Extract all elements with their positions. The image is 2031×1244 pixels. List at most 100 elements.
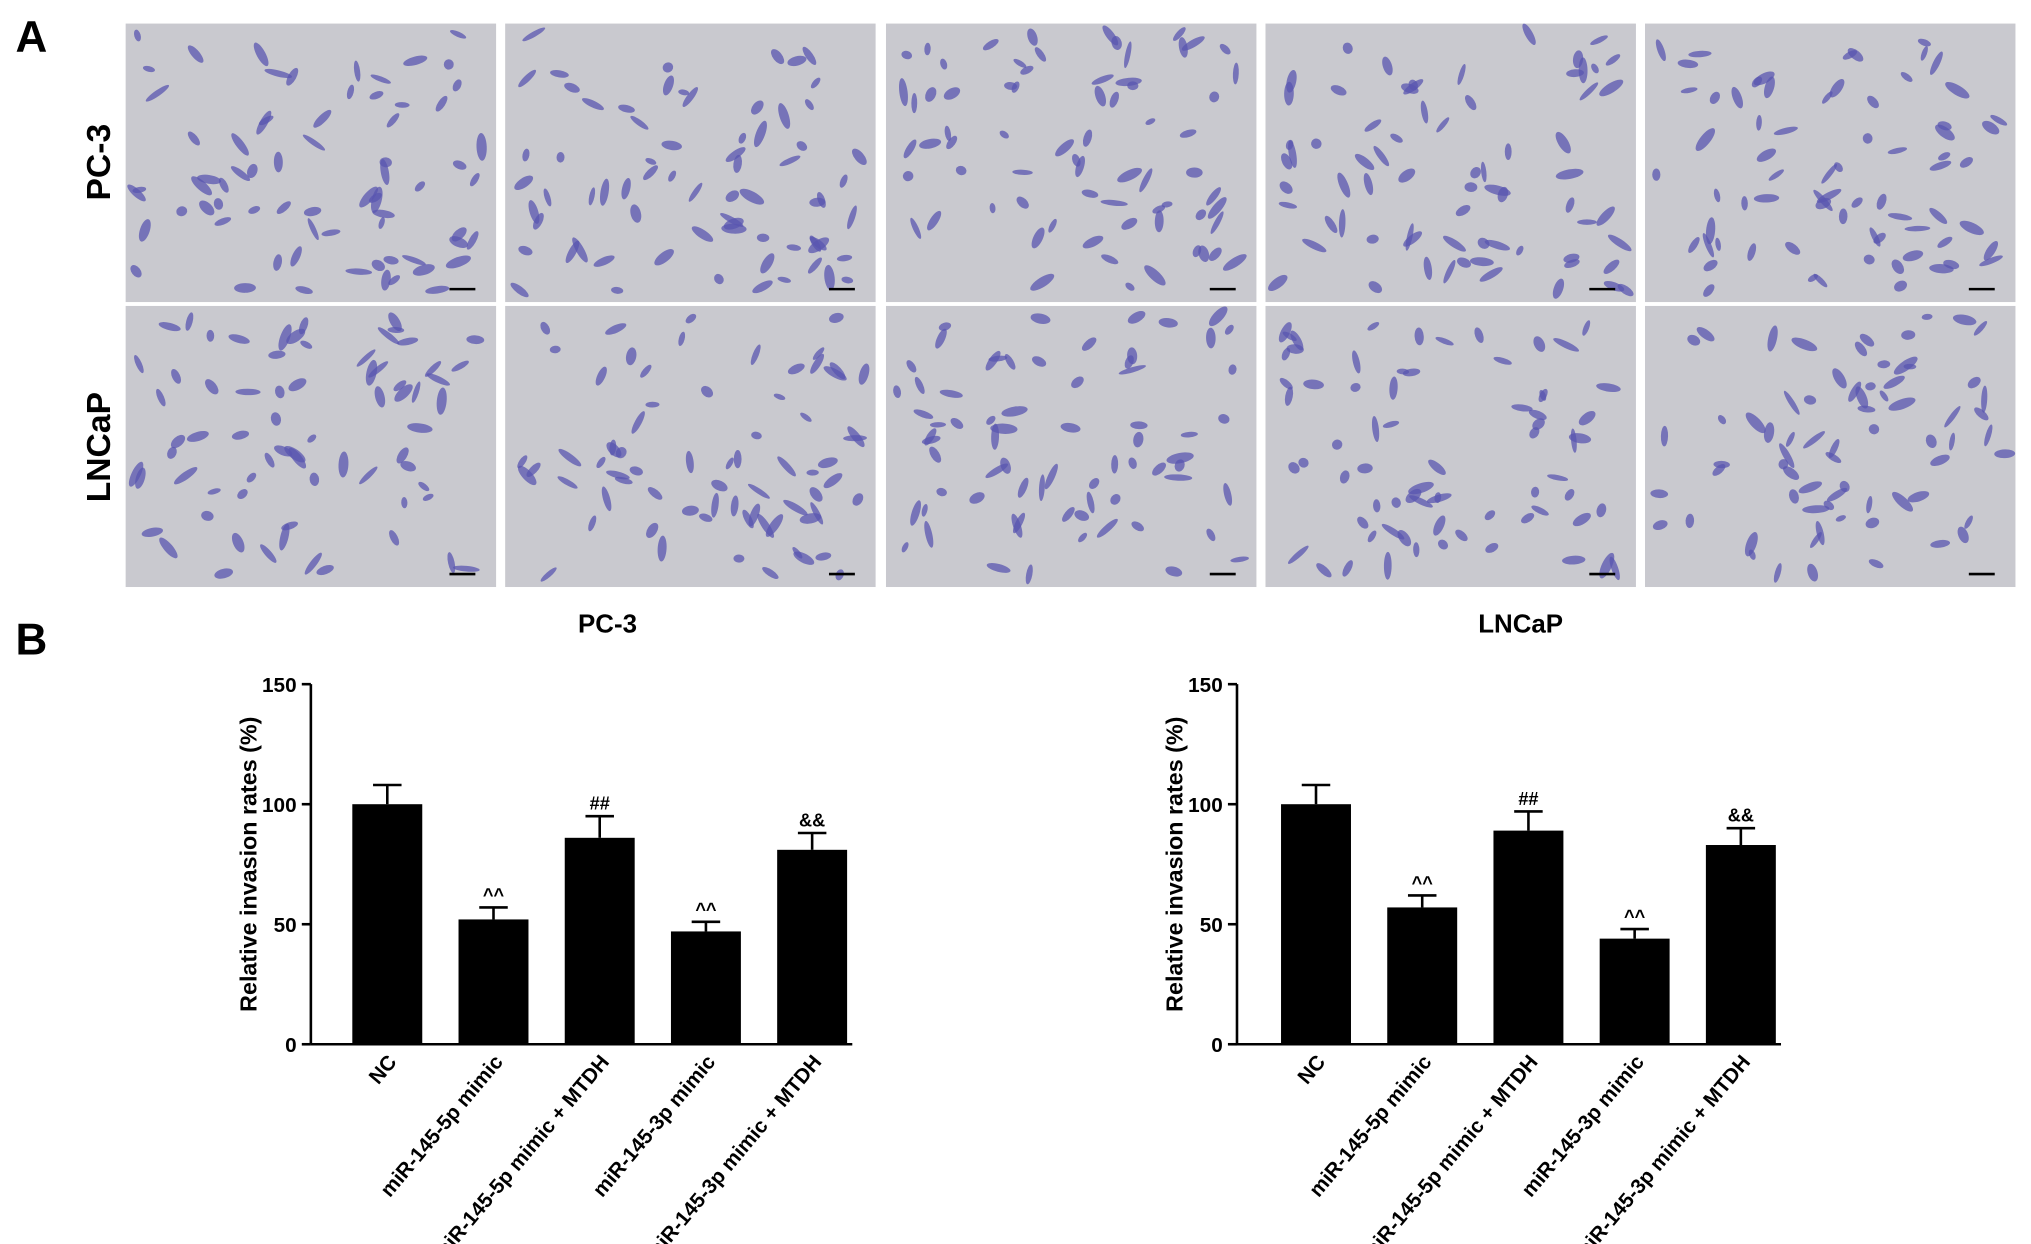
cell [919, 138, 942, 149]
cell [368, 361, 389, 378]
cell [476, 133, 487, 161]
cell [1603, 259, 1620, 274]
cell [836, 254, 853, 262]
cell [1477, 237, 1490, 249]
cell [1904, 225, 1931, 232]
cell [1768, 169, 1784, 181]
cell [389, 530, 400, 546]
cell [273, 151, 283, 173]
bar [1705, 845, 1776, 1045]
cell [1715, 237, 1721, 251]
cell [231, 133, 249, 156]
cell [235, 388, 261, 396]
x-tick-label: miR-145-3p mimic + MTDH [641, 1051, 826, 1244]
cell [452, 565, 480, 572]
cell [1230, 556, 1249, 563]
cell [388, 312, 402, 332]
cell [1803, 431, 1826, 449]
cell [1352, 350, 1361, 374]
bar [458, 919, 529, 1045]
cell [910, 500, 922, 526]
cell [572, 237, 588, 263]
cell [1339, 470, 1350, 484]
cell [733, 554, 745, 563]
cell [1091, 74, 1114, 85]
cell [270, 412, 282, 426]
cell [629, 466, 643, 476]
cell [668, 170, 677, 182]
cell [1465, 95, 1477, 111]
cell [812, 347, 825, 360]
cell [645, 158, 657, 165]
cell [247, 163, 258, 179]
cell [1350, 383, 1361, 392]
cell [783, 499, 808, 516]
cell [1224, 324, 1234, 335]
cell [1929, 51, 1943, 75]
cell [418, 481, 430, 492]
significance-label: ## [590, 794, 610, 814]
cell [1810, 531, 1822, 548]
cell [810, 502, 824, 525]
cell [1857, 405, 1876, 413]
micrograph [1645, 305, 2016, 588]
cell [847, 205, 857, 230]
cell [1081, 337, 1097, 351]
y-axis-label: Relative invasion rates (%) [235, 717, 261, 1012]
cell [588, 515, 597, 532]
micrograph [885, 305, 1257, 588]
cell [1228, 364, 1237, 375]
cell [999, 130, 1009, 139]
cell [1390, 133, 1403, 143]
cell [1660, 425, 1669, 447]
cell [1074, 510, 1090, 521]
cell [1438, 539, 1448, 550]
cell [618, 104, 635, 113]
cell [1464, 182, 1478, 192]
cell [1152, 205, 1166, 214]
cell [1731, 86, 1744, 109]
cell [1174, 459, 1185, 472]
cell [1397, 529, 1412, 547]
cell [1528, 409, 1547, 421]
micrograph [505, 305, 876, 588]
cell [809, 487, 823, 502]
cell [991, 423, 1000, 450]
cell [858, 363, 870, 385]
cell [989, 202, 996, 214]
cell [1011, 81, 1020, 93]
cell [274, 445, 293, 457]
row-label: PC-3 [81, 124, 118, 201]
cell [540, 567, 557, 582]
cell [1181, 36, 1205, 51]
cell [564, 82, 580, 93]
cell [264, 68, 293, 79]
cell [396, 447, 409, 464]
cell [593, 255, 615, 267]
cell [1677, 59, 1699, 69]
cell [824, 264, 835, 291]
cell [1048, 218, 1057, 233]
cell [1161, 201, 1173, 208]
cell [1081, 189, 1099, 198]
cell [1590, 35, 1608, 46]
cell [595, 366, 607, 386]
cell [810, 77, 821, 89]
cell [605, 323, 627, 335]
cell [606, 470, 630, 480]
cell [550, 69, 569, 78]
cell [1382, 56, 1393, 76]
cell [1892, 491, 1914, 512]
cell [787, 55, 807, 67]
cell [699, 513, 713, 522]
cell [447, 552, 456, 574]
chart-title: LNCaP [1478, 610, 1563, 638]
cell [1435, 336, 1454, 346]
cell [159, 537, 178, 559]
cell [1434, 492, 1442, 504]
cell [1281, 347, 1291, 361]
cell [1929, 207, 1948, 224]
cell [228, 334, 250, 344]
cell [213, 198, 224, 210]
cell [176, 206, 188, 217]
